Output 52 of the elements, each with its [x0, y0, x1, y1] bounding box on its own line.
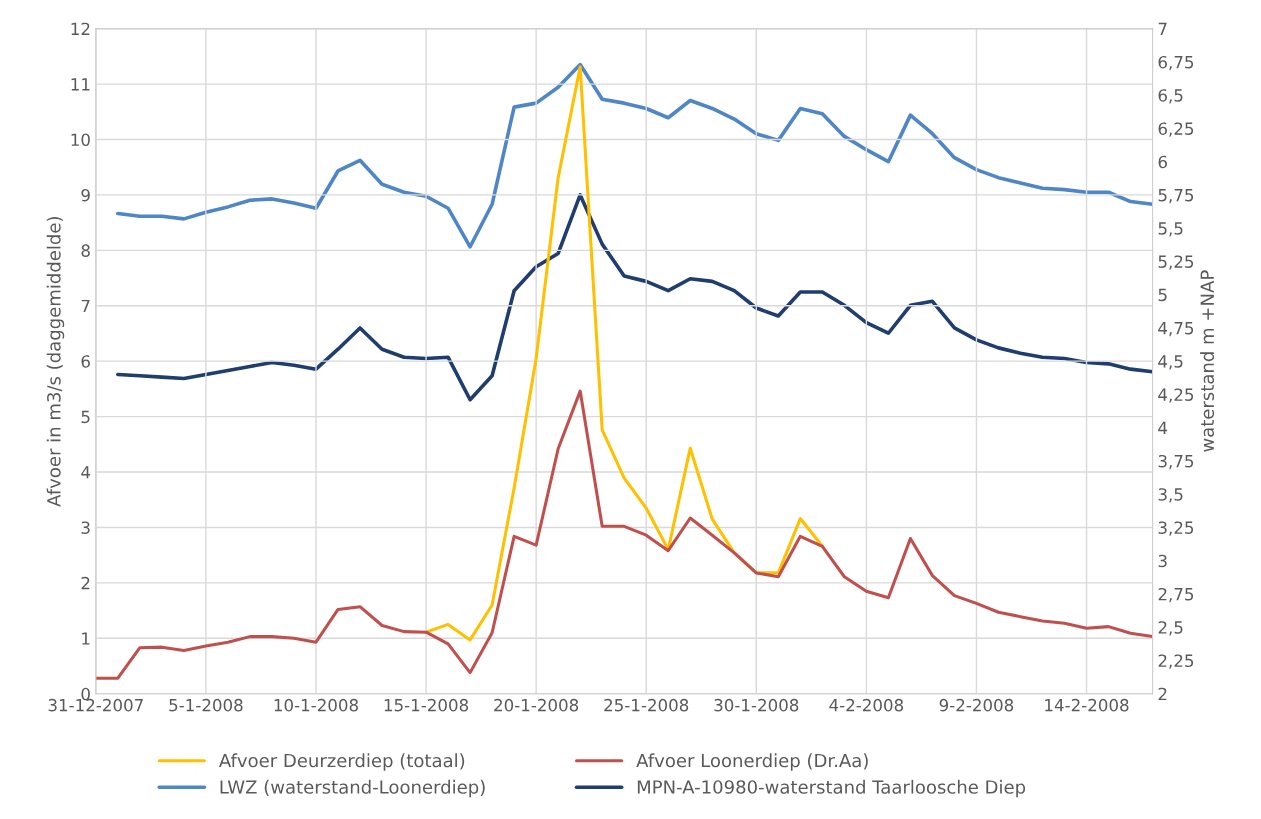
y2-tick-label: 5,5 — [1158, 222, 1183, 237]
y2-tick-label: 3 — [1158, 554, 1167, 568]
y-tick-label: 4 — [81, 466, 91, 479]
y2-tick-label: 5,75 — [1158, 189, 1194, 204]
y2-tick-label: 4 — [1158, 421, 1168, 435]
y2-tick-label: 4,5 — [1158, 355, 1183, 370]
y2-tick-label: 2 — [1158, 687, 1167, 701]
legend-label: Afvoer Loonerdiep (Dr.Aa) — [636, 753, 868, 771]
x-tick-label: 4-2-2008 — [829, 698, 904, 712]
legend-label: Afvoer Deurzerdiep (totaal) — [218, 753, 465, 771]
y2-tick-label: 3,25 — [1158, 521, 1194, 536]
y-tick-label: 9 — [81, 188, 90, 202]
y2-tick-label: 2,75 — [1158, 587, 1194, 603]
y2-tick-label: 3,75 — [1158, 454, 1194, 470]
y2-tick-label: 2,25 — [1158, 654, 1194, 669]
y2-tick-label: 5 — [1158, 288, 1167, 302]
x-tick-label: 30-1-2008 — [714, 698, 799, 712]
line-series — [116, 193, 1153, 402]
y-tick-label: 5 — [81, 410, 90, 424]
y-tick-label: 12 — [71, 22, 90, 35]
y-tick-label: 2 — [81, 576, 90, 590]
y2-tick-label: 5,25 — [1158, 255, 1194, 270]
y-axis-title: Afvoer in m3/s (daggemiddelde) — [46, 217, 65, 507]
x-tick-label: 20-1-2008 — [494, 698, 579, 712]
y2-axis-title: waterstand m +NAP — [1200, 270, 1215, 452]
y2-tick-label: 6,25 — [1158, 122, 1194, 137]
y-tick-label: 8 — [81, 244, 90, 257]
x-tick-label: 10-1-2008 — [274, 698, 358, 712]
x-tick-label: 25-1-2008 — [604, 698, 689, 712]
y2-tick-label: 7 — [1158, 22, 1167, 35]
y2-tick-label: 4,25 — [1158, 388, 1194, 403]
y-tick-label: 6 — [81, 355, 90, 368]
x-tick-label: 14-2-2008 — [1045, 698, 1129, 712]
line-series — [116, 62, 1153, 249]
legend-label: LWZ (waterstand-Loonerdiep) — [220, 779, 485, 798]
legend-label: MPN-A-10980-waterstand Taarloosche Diep — [637, 779, 1026, 798]
y2-tick-label: 2,5 — [1158, 621, 1183, 636]
y2-tick-label: 6,5 — [1158, 89, 1183, 104]
y-tick-label: 10 — [71, 133, 90, 147]
x-tick-label: 15-1-2008 — [384, 698, 469, 712]
x-tick-label: 9-2-2008 — [939, 698, 1014, 712]
x-tick-label: 5-1-2008 — [169, 698, 243, 712]
y-tick-label: 3 — [81, 521, 90, 535]
y-tick-label: 1 — [82, 632, 90, 645]
y2-tick-label: 3,5 — [1158, 488, 1183, 503]
y-tick-label: 7 — [81, 299, 90, 313]
y2-tick-label: 6,75 — [1158, 55, 1194, 71]
y2-tick-label: 4,75 — [1158, 322, 1194, 337]
line-series — [424, 65, 824, 642]
y2-tick-label: 6 — [1158, 155, 1167, 169]
line-series — [95, 389, 1153, 680]
y-tick-label: 11 — [71, 78, 90, 91]
